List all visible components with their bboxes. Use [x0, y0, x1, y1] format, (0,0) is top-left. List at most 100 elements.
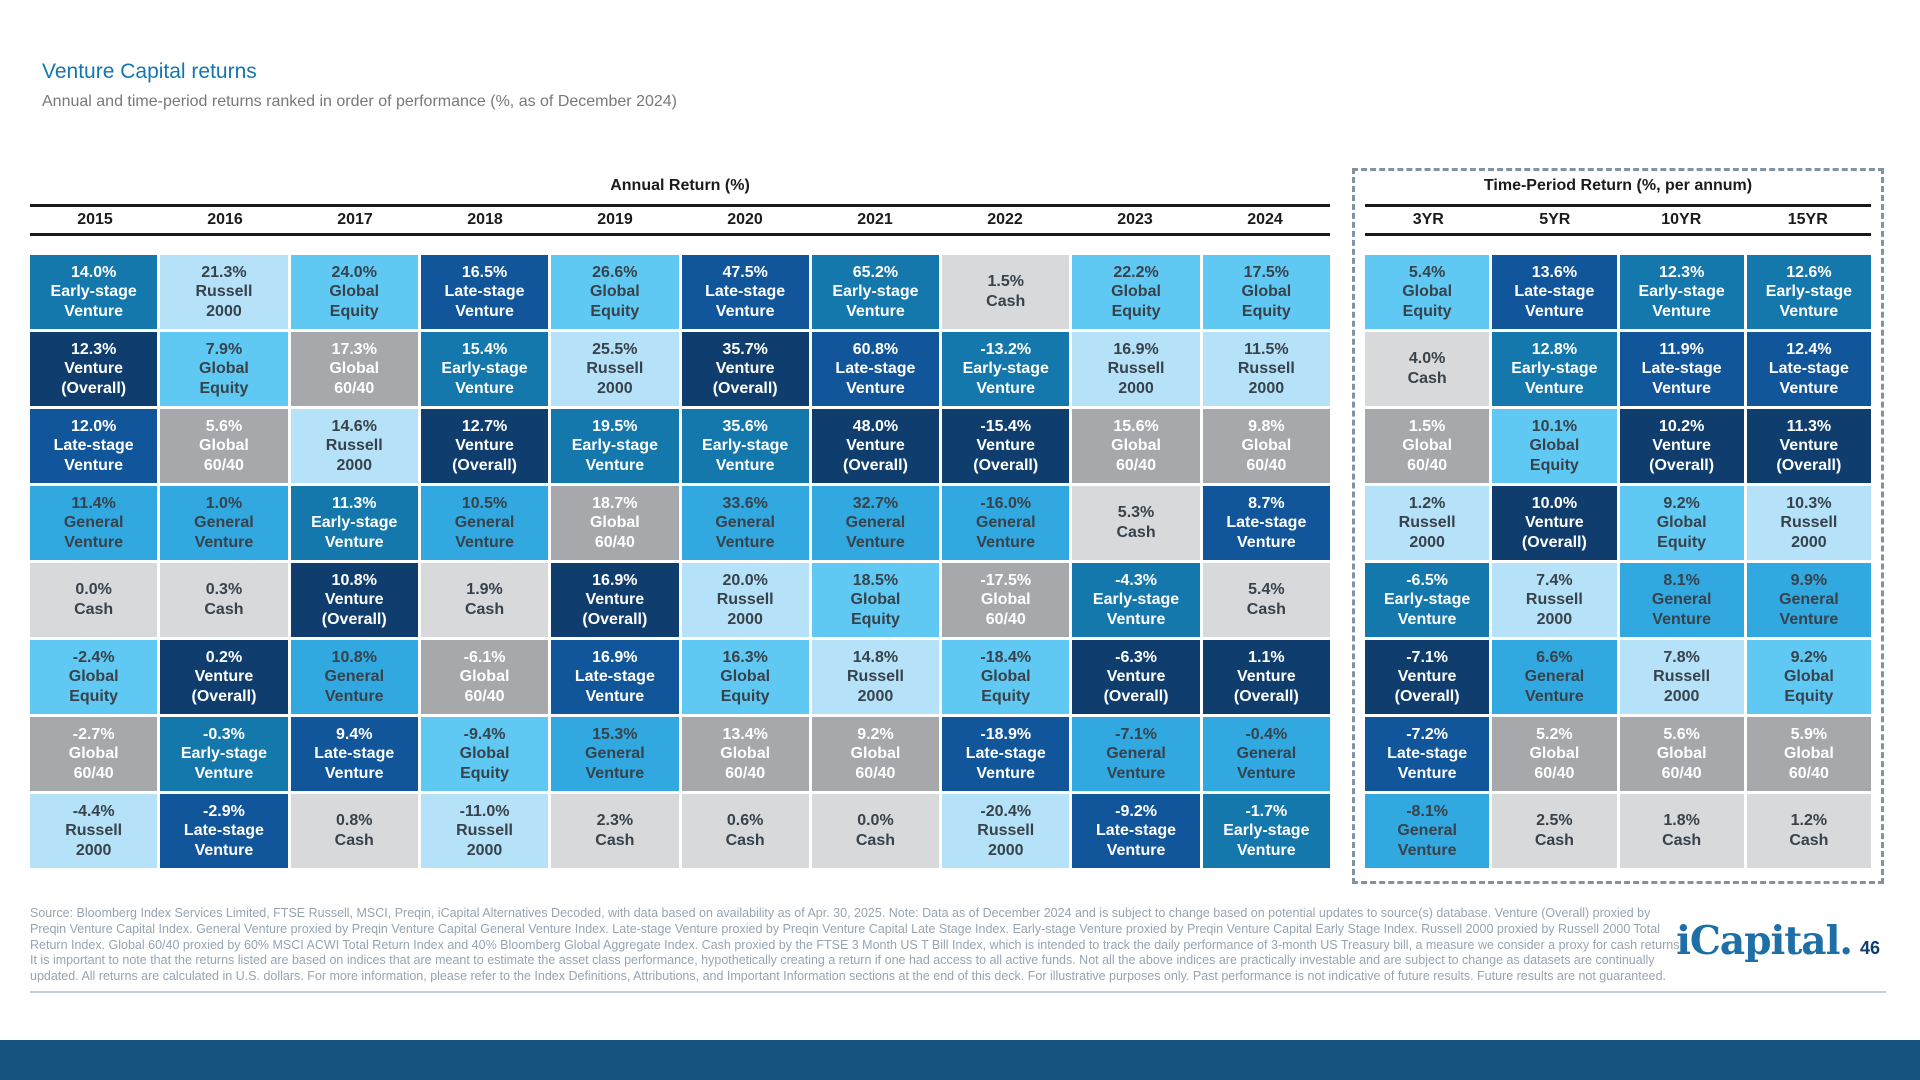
asset-class-label: General Venture: [63, 514, 124, 551]
asset-class-label: Global Equity: [329, 283, 380, 320]
asset-class-label: Early-stage Venture: [1383, 591, 1471, 628]
return-cell-2022-rank8: -20.4% Russell 2000: [942, 794, 1070, 868]
annual-return-grid: 14.0% Early-stage Venture 12.3% Venture (Ov…: [30, 255, 1330, 868]
asset-class-label: Early-stage Venture: [962, 360, 1049, 397]
return-value: -17.5%: [980, 571, 1032, 589]
asset-class-label: Global 60/40: [329, 360, 380, 397]
asset-class-label: Early-stage Venture: [571, 437, 658, 474]
asset-class-label: Russell 2000: [195, 283, 253, 320]
return-value: 13.6%: [1531, 263, 1578, 281]
return-value: 9.2%: [857, 725, 894, 743]
return-value: -9.4%: [463, 725, 506, 743]
return-cell-15YR-rank8: 1.2% Cash: [1746, 794, 1871, 868]
annual-section-title: Annual Return (%): [610, 177, 750, 194]
asset-class-label: Global 60/40: [199, 437, 249, 474]
return-cell-2015-rank1: 14.0% Early-stage Venture: [30, 255, 158, 329]
return-cell-5YR-rank7: 5.2% Global 60/40: [1492, 717, 1617, 791]
time-period-section: Time-Period Return (%, per annum) 3YR 5YR…: [1352, 168, 1884, 884]
asset-class-label: Global Equity: [589, 283, 640, 320]
return-value: 5.4%: [1248, 581, 1285, 599]
return-value: -6.3%: [1115, 648, 1157, 666]
return-cell-10YR-rank6: 7.8% Russell 2000: [1619, 640, 1744, 714]
return-cell-2024-rank7: -0.4% General Venture: [1202, 717, 1330, 791]
return-cell-2020-rank3: 35.6% Early-stage Venture: [681, 409, 809, 483]
return-cell-2019-rank5: 16.9% Venture (Overall): [551, 563, 679, 637]
asset-class-label: Global Equity: [1241, 283, 1292, 320]
return-cell-2018-rank4: 10.5% General Venture: [420, 486, 549, 560]
return-cell-10YR-rank3: 10.2% Venture (Overall): [1619, 409, 1744, 483]
return-cell-2020-rank6: 16.3% Global Equity: [681, 640, 809, 714]
return-cell-2022-rank7: -18.9% Late-stage Venture: [942, 717, 1070, 791]
asset-class-label: Global 60/40: [1783, 745, 1834, 782]
return-value: 32.7%: [852, 494, 899, 512]
return-value: 16.9%: [592, 571, 638, 589]
return-cell-2016-rank6: 0.2% Venture (Overall): [160, 640, 288, 714]
return-value: 0.6%: [726, 812, 764, 830]
asset-class-label: Venture (Overall): [1394, 668, 1460, 705]
return-value: 16.9%: [592, 648, 638, 666]
asset-class-label: Global 60/40: [1529, 745, 1580, 782]
asset-class-label: Russell 2000: [65, 822, 123, 859]
asset-class-label: Late-stage Venture: [1514, 283, 1595, 320]
return-value: 35.6%: [722, 417, 768, 435]
return-value: 26.6%: [592, 263, 638, 281]
asset-class-label: Global Equity: [1783, 668, 1834, 705]
annual-header-rule-bottom: [30, 233, 1330, 236]
return-value: 0.3%: [205, 581, 243, 599]
asset-class-label: Late-stage Venture: [1096, 822, 1177, 859]
return-value: 16.3%: [722, 648, 768, 666]
return-cell-2021-rank5: 18.5% Global Equity: [811, 563, 940, 637]
return-value: 1.9%: [466, 581, 503, 599]
return-value: 7.9%: [205, 340, 243, 358]
return-value: -1.7%: [1245, 802, 1288, 820]
asset-class-label: Cash: [204, 601, 244, 618]
return-cell-2019-rank3: 19.5% Early-stage Venture: [551, 409, 679, 483]
return-cell-2022-rank5: -17.5% Global 60/40: [942, 563, 1070, 637]
return-value: 7.4%: [1536, 571, 1573, 589]
return-cell-5YR-rank4: 10.0% Venture (Overall): [1492, 486, 1617, 560]
return-value: -4.4%: [72, 802, 115, 820]
return-value: 24.0%: [331, 263, 377, 281]
column-header-2021: 2021: [857, 211, 893, 228]
return-cell-2024-rank6: 1.1% Venture (Overall): [1202, 640, 1330, 714]
return-cell-2015-rank7: -2.7% Global 60/40: [30, 717, 158, 791]
return-cell-2019-rank8: 2.3% Cash: [551, 794, 679, 868]
asset-class-label: General Venture: [845, 514, 906, 551]
return-value: 22.2%: [1113, 263, 1159, 281]
asset-class-label: Venture (Overall): [582, 591, 648, 628]
asset-class-label: Venture (Overall): [842, 437, 908, 474]
return-value: 14.0%: [70, 263, 117, 281]
time-period-return-grid: 5.4% Global Equity 4.0% Cash 1.5% Global 60/4…: [1365, 255, 1871, 868]
return-cell-2018-rank7: -9.4% Global Equity: [420, 717, 549, 791]
page-subtitle: Annual and time-period returns ranked in…: [42, 93, 677, 110]
return-value: 12.0%: [70, 417, 117, 435]
return-cell-2017-rank2: 17.3% Global 60/40: [290, 332, 418, 406]
return-cell-2022-rank2: -13.2% Early-stage Venture: [942, 332, 1070, 406]
return-value: 1.5%: [987, 273, 1024, 291]
asset-class-label: Late-stage Venture: [574, 668, 655, 705]
return-cell-3YR-rank8: -8.1% General Venture: [1365, 794, 1490, 868]
return-value: 20.0%: [722, 571, 768, 589]
return-value: 18.7%: [592, 494, 638, 512]
return-value: 1.2%: [1790, 812, 1828, 830]
return-value: 60.8%: [852, 340, 899, 358]
return-value: 13.4%: [722, 725, 768, 743]
return-value: -2.9%: [203, 802, 245, 820]
asset-class-label: Global Equity: [980, 668, 1031, 705]
footer-divider: [30, 991, 1886, 993]
return-cell-2016-rank8: -2.9% Late-stage Venture: [160, 794, 288, 868]
return-cell-2021-rank7: 9.2% Global 60/40: [811, 717, 940, 791]
asset-class-label: Cash: [855, 832, 895, 849]
return-value: -7.2%: [1406, 725, 1449, 743]
return-cell-5YR-rank8: 2.5% Cash: [1492, 794, 1617, 868]
asset-class-label: Russell 2000: [586, 360, 644, 397]
asset-class-label: Early-stage Venture: [1765, 283, 1852, 320]
return-cell-3YR-rank4: 1.2% Russell 2000: [1365, 486, 1490, 560]
return-cell-2019-rank7: 15.3% General Venture: [551, 717, 679, 791]
column-header-2019: 2019: [597, 211, 633, 228]
return-cell-2018-rank1: 16.5% Late-stage Venture: [420, 255, 549, 329]
return-value: 12.8%: [1531, 340, 1578, 358]
return-cell-2024-rank2: 11.5% Russell 2000: [1202, 332, 1330, 406]
return-value: 65.2%: [852, 263, 899, 281]
asset-class-label: Cash: [1407, 370, 1447, 387]
